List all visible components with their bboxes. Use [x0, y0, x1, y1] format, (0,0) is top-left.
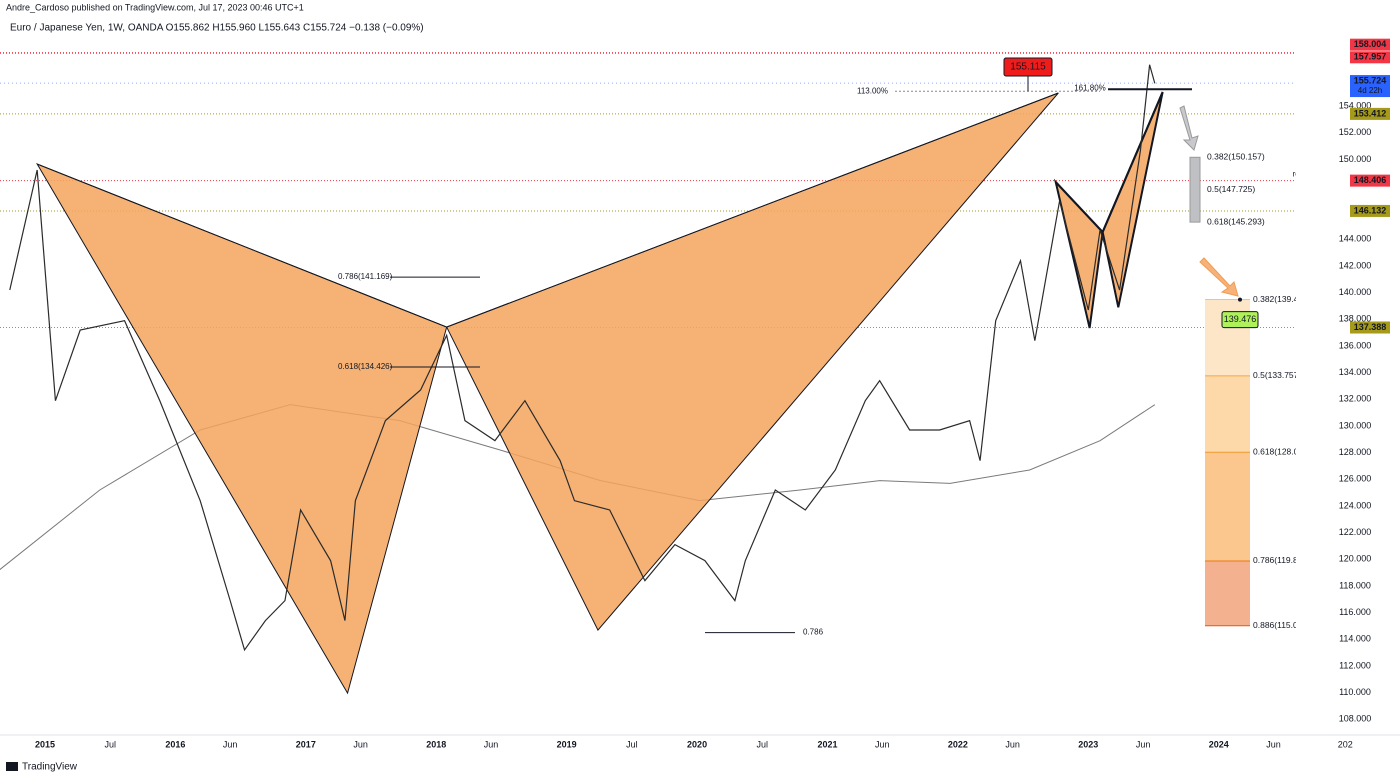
extension-label: 113.00%: [857, 86, 888, 95]
harmonic-xbd: [36, 92, 1059, 328]
projection-band: [1205, 452, 1250, 561]
x-tick-label: 2021: [817, 739, 837, 749]
x-tick-label: Jul: [757, 739, 769, 749]
y-tick-label: 116.000: [1339, 607, 1371, 617]
y-tick-label: 152.000: [1339, 127, 1372, 137]
y-tick-label: 136.000: [1339, 340, 1372, 350]
target-dot: [1238, 297, 1242, 302]
x-tick-label: Jun: [1136, 739, 1151, 749]
y-tick-label: 140.000: [1339, 287, 1372, 297]
y-tick-label: 134.000: [1339, 367, 1372, 377]
projection-band: [1205, 299, 1250, 376]
level-badge: [1350, 51, 1390, 64]
footer: TradingView: [22, 762, 78, 773]
price-axis: [1296, 35, 1400, 735]
axes: 108.000 110.000 112.000 114.000 116.000 118.0…: [35, 38, 1390, 749]
arrow: [1199, 257, 1239, 297]
price-line: [9, 64, 1156, 652]
projection-label: 0.786(119.873): [1253, 555, 1310, 565]
x-tick-label: 2023: [1078, 739, 1098, 749]
x-tick-label: Jun: [1266, 739, 1281, 749]
x-tick-label: Jul: [104, 739, 116, 749]
retrace-box: [1189, 156, 1201, 223]
level-badge-text: 153.412: [1354, 108, 1387, 118]
harmonic-xbd: [1054, 91, 1164, 234]
level-badge: [1350, 321, 1390, 334]
x-tick-label: 2016: [165, 739, 185, 749]
y-tick-label: 108.000: [1339, 714, 1372, 724]
y-tick-label: 154.000: [1339, 100, 1372, 110]
y-tick-label: 138.000: [1339, 314, 1372, 324]
projection-label: 0.382(139.486): [1253, 294, 1311, 304]
level-badge-text: 148.406: [1354, 175, 1387, 185]
annotation-label: 0.786(141.169): [338, 272, 393, 281]
retrace-label: 0.382(150.157): [1207, 152, 1265, 162]
x-tick-label: 2015: [35, 739, 55, 749]
annotation-label: 0.618(134.426): [338, 362, 393, 371]
arrow: [1179, 105, 1199, 151]
x-tick-label: Jul: [626, 739, 638, 749]
projection-band: [1205, 560, 1250, 626]
projection-label: 0.618(128.029): [1253, 447, 1311, 457]
y-tick-label: 150.000: [1339, 154, 1372, 164]
y-tick-label: 114.000: [1339, 634, 1371, 644]
x-tick-label: 2024: [1209, 739, 1229, 749]
retrace-label: 0.5(147.725): [1207, 184, 1255, 194]
x-tick-label: 2018: [426, 739, 446, 749]
y-tick-label: 130.000: [1339, 420, 1372, 430]
level-badge-text: 137.388: [1354, 322, 1387, 332]
logo: [6, 762, 18, 771]
retrace-label: 0.618(145.293): [1207, 216, 1265, 226]
countdown-text: 4d 22h: [1358, 86, 1382, 95]
annotation-label: 0.786: [803, 628, 824, 637]
x-tick-label: Jun: [223, 739, 238, 749]
y-tick-label: 144.000: [1339, 234, 1372, 244]
last-price-text: 155.724: [1354, 75, 1387, 85]
y-tick-label: 112.000: [1339, 660, 1371, 670]
y-tick-label: 128.000: [1339, 447, 1372, 457]
symbol-info: Euro / Japanese Yen, 1W, OANDA O155.862 …: [10, 23, 424, 34]
byline: Andre_Cardoso published on TradingView.c…: [6, 2, 304, 12]
target-badge: [1221, 311, 1259, 329]
x-tick-label: Jun: [1005, 739, 1020, 749]
y-tick-label: 110.000: [1339, 687, 1371, 697]
level-badge: [1350, 38, 1390, 51]
level-badge-text: 158.004: [1354, 39, 1387, 49]
level-badge-text: 157.957: [1354, 52, 1387, 62]
x-tick-label: 2019: [557, 739, 577, 749]
x-tick-label: 202: [1338, 739, 1353, 749]
x-tick-label: 2020: [687, 739, 707, 749]
y-tick-label: 124.000: [1339, 500, 1372, 510]
projection-label: 0.886(115.018): [1253, 620, 1310, 630]
level-badge-text: 146.132: [1354, 205, 1387, 215]
y-tick-label: 142.000: [1339, 260, 1372, 270]
x-tick-label: Jun: [484, 739, 499, 749]
level-badge: [1350, 174, 1390, 187]
y-tick-label: 120.000: [1339, 554, 1372, 564]
projection-label: 0.5(133.757): [1253, 370, 1301, 380]
extension-label: 161.80%: [1074, 83, 1106, 92]
y-tick-label: 122.000: [1339, 527, 1372, 537]
x-tick-label: 2022: [948, 739, 968, 749]
y-tick-label: 132.000: [1339, 394, 1372, 404]
x-tick-label: Jun: [875, 739, 890, 749]
level-badge: [1350, 107, 1390, 120]
last-price-badge: [1350, 75, 1390, 98]
projection-band: [1205, 375, 1250, 453]
extension-badge-text: 155.115: [1010, 62, 1046, 73]
target-badge-text: 139.476: [1224, 314, 1257, 324]
x-tick-label: Jun: [353, 739, 368, 749]
y-tick-label: 126.000: [1339, 474, 1372, 484]
plot-area: resistanceW1resistanceD1supportD1resista…: [0, 42, 1347, 695]
x-tick-label: 2017: [296, 739, 316, 749]
level-badge: [1350, 204, 1390, 217]
extension-badge: [1003, 57, 1053, 77]
y-tick-label: 118.000: [1339, 580, 1371, 590]
